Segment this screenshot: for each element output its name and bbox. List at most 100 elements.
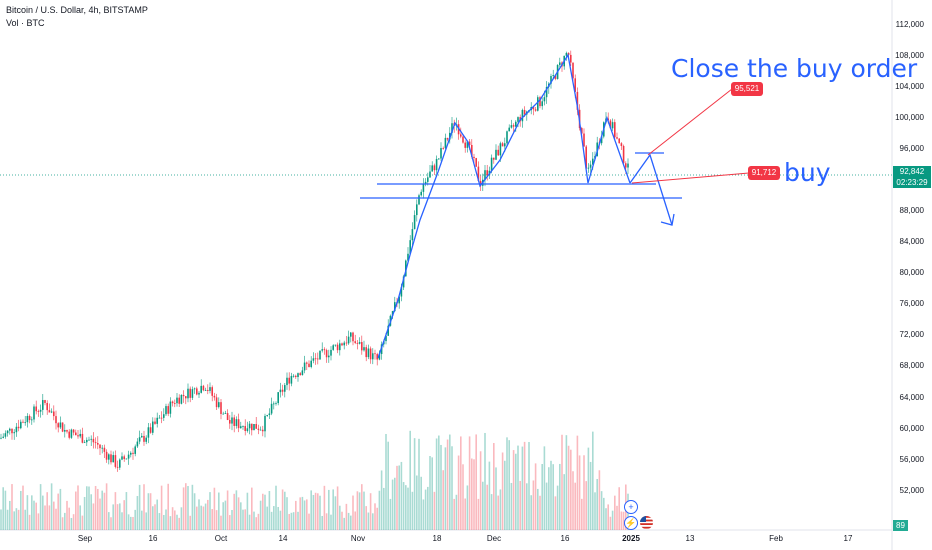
candle-body <box>464 142 466 148</box>
candle-body <box>141 435 143 438</box>
volume-bar <box>20 490 22 530</box>
volume-bar <box>207 499 209 530</box>
volume-bar <box>473 459 475 530</box>
volume-bar <box>202 506 205 530</box>
volume-bar <box>312 494 315 530</box>
volume-bar <box>501 452 504 530</box>
volume-bar <box>303 500 306 530</box>
chart-legend-title[interactable]: Bitcoin / U.S. Dollar, 4h, BITSTAMP <box>6 5 148 15</box>
candle-body <box>321 349 323 351</box>
plus-icon[interactable]: + <box>624 500 638 514</box>
candle-body <box>242 426 244 427</box>
candle-body <box>136 441 139 447</box>
volume-bar <box>242 509 244 530</box>
volume-bar <box>471 458 473 530</box>
candle-body <box>171 401 174 404</box>
candle-body <box>559 62 561 65</box>
price-label: 76,000 <box>899 299 924 308</box>
volume-bar <box>240 502 242 530</box>
candle-body <box>336 344 339 351</box>
candle-body <box>240 426 242 429</box>
volume-bar <box>182 487 185 530</box>
volume-bar <box>446 439 449 530</box>
volume-bar <box>59 488 62 530</box>
candle-body <box>121 456 123 460</box>
volume-bar <box>61 517 64 530</box>
sell-price-tag[interactable]: 95,521 <box>731 82 763 96</box>
bar-countdown: 02:23:29 <box>896 178 928 187</box>
volume-bar <box>158 513 161 530</box>
volume-bar <box>143 484 145 530</box>
buy-price-tag[interactable]: 91,712 <box>748 166 780 180</box>
volume-bar <box>154 504 156 530</box>
volume-bar <box>427 486 429 530</box>
volume-bar <box>457 455 460 530</box>
volume-bar <box>389 498 392 530</box>
price-label: 80,000 <box>899 268 924 277</box>
candle-body <box>372 353 374 360</box>
volume-bar <box>237 497 240 530</box>
volume-bar <box>198 499 200 530</box>
volume-bar <box>609 516 612 530</box>
candle-body <box>204 389 207 391</box>
candle-body <box>149 427 152 433</box>
volume-bar <box>209 492 211 530</box>
volume-bar <box>394 477 396 530</box>
volume-bar <box>510 482 513 530</box>
volume-bar <box>268 491 271 530</box>
candle-body <box>262 429 264 432</box>
candle-body <box>420 191 422 196</box>
lightning-icon[interactable]: ⚡ <box>624 516 638 530</box>
candle-body <box>413 215 416 230</box>
candle-body <box>576 91 579 110</box>
candle-body <box>288 377 290 384</box>
candle-body <box>143 435 145 442</box>
volume-bar <box>378 490 381 530</box>
volume-legend[interactable]: Vol · BTC <box>6 18 45 28</box>
candle-body <box>429 171 431 178</box>
volume-bar <box>328 489 330 530</box>
volume-bar <box>598 470 601 530</box>
volume-bar <box>297 511 299 530</box>
candle-body <box>517 117 519 122</box>
volume-bar <box>407 487 409 530</box>
candle-body <box>490 157 493 171</box>
us-flag-icon[interactable] <box>640 516 653 529</box>
volume-bar <box>321 515 323 530</box>
volume-bar <box>530 495 532 530</box>
candle-body <box>486 170 488 176</box>
volume-bar <box>429 456 431 530</box>
candle-body <box>330 349 332 356</box>
candle-body <box>147 427 150 438</box>
candle-body <box>101 447 103 449</box>
volume-bar <box>55 508 57 530</box>
annotation-close-order[interactable]: Close the buy order <box>671 54 918 83</box>
volume-bar <box>339 505 341 530</box>
candle-body <box>409 240 411 254</box>
volume-bar <box>317 493 319 530</box>
candle-body <box>270 403 273 414</box>
price-label: 64,000 <box>899 393 924 402</box>
candle-body <box>299 373 301 376</box>
candle-body <box>125 458 128 460</box>
volume-bar <box>46 492 48 530</box>
volume-bar <box>138 484 141 530</box>
candle-body <box>440 148 442 159</box>
candle-body <box>400 287 403 297</box>
annotation-buy[interactable]: buy <box>784 158 831 187</box>
candle-body <box>231 417 233 424</box>
volume-bar <box>288 513 290 530</box>
volume-bar <box>90 494 92 530</box>
candle-body <box>222 413 224 415</box>
time-label: Feb <box>769 534 783 543</box>
candle-body <box>174 403 176 404</box>
volume-bar <box>119 503 121 530</box>
price-label: 68,000 <box>899 361 924 370</box>
volume-bar <box>409 430 411 530</box>
candle-body <box>508 127 510 132</box>
candle-body <box>130 452 132 455</box>
candle-body <box>477 166 480 181</box>
volume-bar <box>545 482 548 530</box>
candle-body <box>187 388 189 399</box>
